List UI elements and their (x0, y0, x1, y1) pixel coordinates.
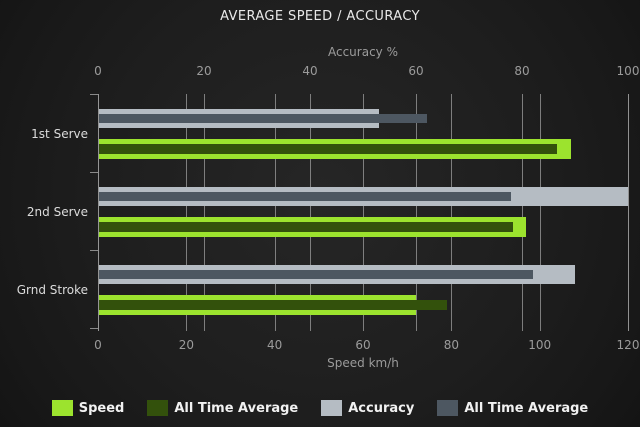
legend-label: Speed (78, 400, 125, 416)
category-axis-tick (90, 94, 98, 95)
bar-accuracy-all-time-average (99, 270, 533, 279)
bottom-axis-tick-label: 20 (178, 338, 194, 352)
bottom-axis-tick-label: 40 (267, 338, 283, 352)
category-label: 1st Serve (31, 127, 88, 141)
legend-item: Accuracy (321, 400, 414, 416)
gridline-accuracy (204, 94, 205, 331)
category-axis-tick (90, 250, 98, 251)
gridline-speed (274, 94, 276, 331)
bar-accuracy-all-time-average (99, 114, 427, 123)
bottom-axis-label: Speed km/h (327, 356, 399, 370)
legend-swatch (437, 400, 459, 416)
top-axis-tick-label: 100 (616, 64, 640, 78)
gridline-speed (186, 94, 188, 331)
chart-title: AVERAGE SPEED / ACCURACY (220, 9, 420, 24)
gridline-accuracy (522, 94, 523, 331)
legend-label: All Time Average (174, 400, 299, 416)
top-axis-tick-label: 0 (94, 64, 102, 78)
top-axis-tick-label: 20 (196, 64, 212, 78)
legend-label: Accuracy (348, 400, 415, 416)
category-label: 2nd Serve (26, 205, 88, 219)
gridline-speed (363, 94, 364, 331)
top-axis-tick-label: 60 (408, 64, 424, 78)
legend-item: Speed (51, 400, 125, 416)
legend-item: All Time Average (437, 400, 588, 416)
top-axis-tick-label: 80 (514, 64, 530, 78)
category-axis-tick (90, 172, 98, 173)
top-axis-label: Accuracy % (327, 45, 398, 59)
bar-speed-all-time-average (99, 144, 558, 154)
gridline-accuracy (310, 94, 311, 331)
bar-speed-all-time-average (99, 300, 447, 310)
legend-item: All Time Average (147, 400, 298, 416)
category-label: Grnd Stroke (16, 283, 88, 297)
bar-accuracy-all-time-average (99, 192, 512, 201)
legend-swatch (51, 400, 73, 416)
legend-swatch (321, 400, 343, 416)
legend-swatch (147, 400, 169, 416)
bottom-axis-tick-label: 80 (443, 338, 459, 352)
bar-speed-all-time-average (99, 222, 514, 232)
legend-label: All Time Average (464, 400, 589, 416)
top-axis-tick-label: 40 (302, 64, 318, 78)
legend: Speed All Time Average Accuracy All Time Av… (0, 396, 640, 420)
gridline-speed (539, 94, 541, 331)
gridline-speed (628, 94, 629, 331)
bottom-axis-tick-label: 100 (528, 338, 552, 352)
gridline-accuracy (416, 94, 417, 331)
bottom-axis-tick-label: 120 (616, 338, 640, 352)
category-axis-line (98, 94, 99, 331)
category-axis-tick (90, 328, 98, 329)
bottom-axis-tick-label: 0 (94, 338, 102, 352)
bottom-axis-tick-label: 60 (355, 338, 371, 352)
gridline-speed (451, 94, 453, 331)
